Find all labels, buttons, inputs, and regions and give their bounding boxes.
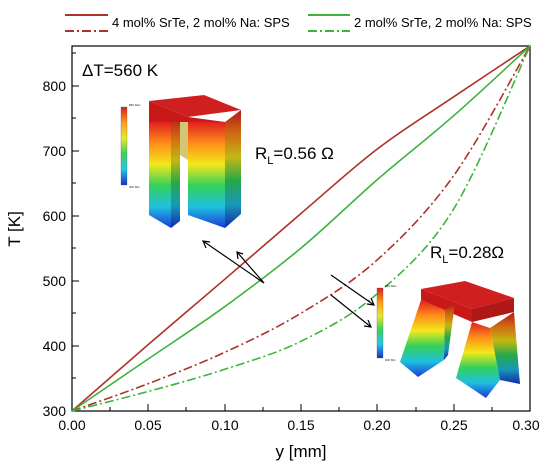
rl-high-suffix: =0.56 Ω <box>273 144 333 163</box>
rl-high-sub: L <box>267 155 273 167</box>
upper-leg-model: 860 Max 300 Min <box>120 95 241 228</box>
rl-low-prefix: R <box>430 243 442 262</box>
x-tick-label: 0.15 <box>287 417 314 433</box>
upper-bridge-top <box>149 95 241 117</box>
x-tick-label: 0.05 <box>134 417 161 433</box>
series-line-2 <box>71 45 531 412</box>
y-tick-labels: 300 400 500 600 700 800 <box>43 78 67 419</box>
y-tick-label: 300 <box>43 403 67 419</box>
lower-scale-min: 300 Min <box>385 358 396 362</box>
lower-right-leg-side <box>490 312 520 384</box>
legend-label-1: 2 mol% SrTe, 2 mol% Na: SPS <box>354 15 532 30</box>
x-tick-label: 0.25 <box>440 417 467 433</box>
arrow-to-lower-inset <box>330 274 375 328</box>
rl-high-prefix: R <box>255 144 267 163</box>
x-tick-label: 0.10 <box>211 417 238 433</box>
rl-low-annotation: RL=0.28Ω <box>430 243 504 266</box>
x-axis-title: y [mm] <box>276 442 327 461</box>
x-tick-label: 0.30 <box>512 417 539 433</box>
upper-right-leg <box>188 122 225 228</box>
y-axis-title: T [K] <box>5 211 24 247</box>
series-layer <box>71 45 531 412</box>
series-line-3 <box>71 45 531 412</box>
upper-color-scale-bar <box>120 106 128 186</box>
axis-ticks <box>71 52 531 412</box>
upper-left-leg <box>149 122 171 228</box>
series-line-0 <box>71 45 531 412</box>
rl-low-sub: L <box>442 254 448 266</box>
delta-t-annotation: ΔT=560 K <box>82 61 159 80</box>
lower-left-leg <box>400 300 445 377</box>
y-tick-label: 600 <box>43 208 67 224</box>
x-tick-label: 0.00 <box>58 417 85 433</box>
y-tick-label: 500 <box>43 273 67 289</box>
x-tick-label: 0.20 <box>363 417 390 433</box>
upper-scale-min: 300 Min <box>129 185 140 189</box>
lower-scale-max: 860 Max <box>385 284 397 288</box>
lower-color-scale-bar <box>376 287 384 359</box>
legend-label-0: 4 mol% SrTe, 2 mol% Na: SPS <box>112 15 290 30</box>
upper-left-leg-side <box>171 115 180 228</box>
lower-right-leg <box>456 322 500 398</box>
upper-right-leg-side <box>225 110 241 228</box>
lower-bridge-front <box>421 289 472 322</box>
lower-bridge-top <box>421 281 514 309</box>
rl-high-annotation: RL=0.56 Ω <box>255 144 334 167</box>
lower-bridge-side <box>472 298 514 322</box>
x-tick-labels: 0.00 0.05 0.10 0.15 0.20 0.25 0.30 <box>58 417 539 433</box>
y-tick-label: 700 <box>43 143 67 159</box>
plot-frame <box>71 45 531 412</box>
upper-bridge-front <box>149 101 225 122</box>
arrow-to-upper-inset <box>202 240 265 284</box>
upper-bridge-gap-shade <box>171 122 188 160</box>
upper-scale-max: 860 Max <box>129 103 141 107</box>
rl-low-suffix: =0.28Ω <box>448 243 504 262</box>
y-tick-label: 800 <box>43 78 67 94</box>
series-line-1 <box>71 45 531 412</box>
y-tick-label: 400 <box>43 338 67 354</box>
legend: 4 mol% SrTe, 2 mol% Na: SPS 2 mol% SrTe,… <box>65 14 532 32</box>
lower-left-leg-side <box>444 303 455 360</box>
lower-leg-model: 860 Max 300 Min <box>376 281 520 398</box>
